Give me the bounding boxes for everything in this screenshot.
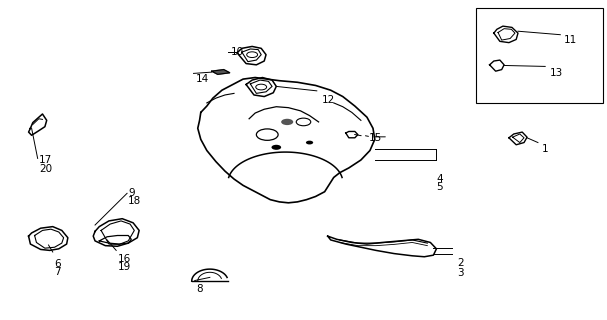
Text: 10: 10: [231, 47, 244, 57]
Text: 7: 7: [55, 267, 61, 277]
Polygon shape: [212, 69, 230, 74]
Text: 8: 8: [196, 284, 203, 294]
Text: 2: 2: [458, 258, 464, 268]
Text: 9: 9: [128, 188, 135, 198]
Text: 11: 11: [563, 35, 577, 45]
Text: 18: 18: [128, 196, 141, 206]
Circle shape: [271, 145, 281, 150]
Text: 16: 16: [118, 254, 131, 264]
Text: 17: 17: [39, 155, 52, 165]
Text: 15: 15: [369, 133, 382, 143]
Text: 1: 1: [542, 144, 549, 154]
Text: 6: 6: [55, 259, 61, 269]
Bar: [476, 8, 603, 103]
Text: 12: 12: [322, 95, 335, 105]
Text: 3: 3: [458, 268, 464, 278]
Circle shape: [306, 141, 313, 144]
Circle shape: [281, 119, 293, 125]
Text: 13: 13: [550, 68, 563, 78]
Text: 5: 5: [436, 182, 443, 192]
Text: 20: 20: [39, 164, 52, 173]
Text: 4: 4: [436, 174, 443, 184]
Text: 19: 19: [118, 262, 131, 272]
Text: 14: 14: [196, 74, 209, 84]
